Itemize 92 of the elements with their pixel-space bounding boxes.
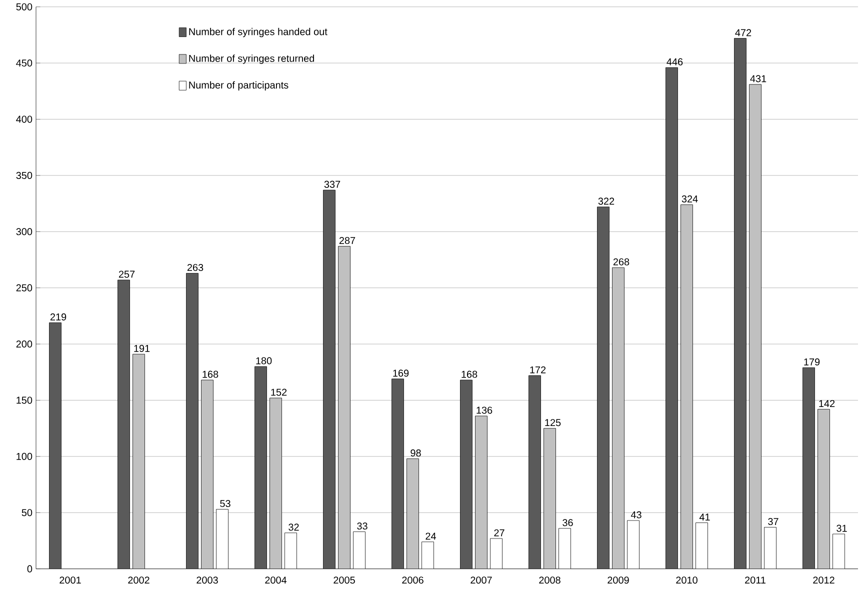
bar [490, 538, 502, 569]
bar [186, 273, 198, 569]
bar [597, 206, 610, 569]
x-tick-label: 2003 [196, 576, 218, 584]
data-label: 31 [836, 524, 847, 532]
data-label: 33 [357, 522, 368, 530]
data-label: 168 [202, 370, 218, 378]
data-label: 168 [462, 370, 478, 378]
data-label: 431 [750, 75, 766, 82]
bar [802, 368, 815, 569]
data-label: 169 [393, 370, 409, 377]
x-tick-label: 2010 [676, 576, 698, 584]
x-tick-label: 2006 [402, 576, 424, 584]
data-label: 472 [735, 29, 752, 36]
bar [818, 409, 830, 569]
bar [392, 378, 404, 569]
bar [254, 366, 267, 569]
bar [528, 375, 541, 569]
y-tick-label: 100 [16, 452, 32, 460]
bar [132, 354, 145, 569]
bar [612, 267, 624, 569]
data-label: 37 [768, 518, 778, 526]
data-label: 27 [494, 529, 504, 536]
x-tick-label: 2011 [745, 576, 766, 584]
bar [558, 528, 571, 569]
bar [49, 322, 62, 569]
bar [284, 532, 297, 569]
data-label: 98 [410, 450, 421, 457]
data-label: 24 [426, 532, 436, 540]
bar [749, 84, 762, 569]
data-label: 53 [220, 500, 230, 508]
y-tick-label: 400 [16, 116, 32, 123]
y-tick-label: 200 [16, 340, 32, 348]
x-tick-label: 2002 [128, 576, 150, 584]
bar [201, 380, 214, 569]
bar [338, 246, 350, 569]
bar [216, 509, 228, 569]
y-tick-label: 250 [16, 284, 32, 292]
data-label: 136 [476, 406, 492, 414]
data-label: 142 [819, 400, 835, 408]
x-tick-label: 2012 [813, 576, 834, 584]
x-tick-label: 2005 [334, 576, 355, 584]
bar [460, 380, 472, 569]
y-tick-label: 0 [27, 565, 32, 572]
data-label: 287 [339, 237, 356, 244]
bar [696, 522, 708, 569]
data-label: 152 [271, 388, 287, 396]
data-label: 263 [187, 264, 204, 272]
x-tick-label: 2009 [608, 576, 629, 584]
bar [832, 534, 845, 569]
y-tick-label: 50 [22, 509, 32, 516]
data-label: 125 [545, 419, 561, 426]
legend-label: Number of participants [189, 81, 288, 91]
bar [680, 204, 693, 569]
y-tick-label: 350 [16, 172, 32, 180]
bar [475, 416, 488, 569]
data-label: 191 [134, 344, 150, 352]
bar [627, 520, 640, 569]
data-label: 172 [530, 366, 546, 374]
bar [764, 527, 776, 569]
data-label: 219 [50, 314, 66, 321]
bar [118, 280, 130, 569]
bar [270, 398, 282, 569]
legend-label: Number of syringes handed out [189, 28, 328, 38]
y-tick-label: 500 [16, 3, 32, 10]
data-label: 322 [598, 198, 614, 205]
data-label: 446 [666, 58, 683, 66]
data-label: 337 [324, 180, 340, 188]
y-tick-label: 300 [16, 228, 32, 236]
y-tick-label: 450 [16, 60, 32, 67]
bar [406, 458, 419, 569]
x-tick-label: 2007 [470, 576, 492, 584]
data-label: 179 [804, 358, 820, 366]
data-label: 32 [288, 524, 299, 531]
data-label: 43 [630, 511, 642, 518]
bar [323, 190, 336, 569]
bar [353, 532, 366, 569]
data-label: 180 [256, 357, 272, 364]
bar [666, 67, 678, 569]
bar [734, 38, 746, 569]
data-label: 41 [699, 514, 710, 521]
x-tick-label: 2008 [539, 576, 560, 584]
bar [544, 428, 556, 569]
x-tick-label: 2004 [265, 576, 287, 584]
data-label: 268 [613, 258, 630, 266]
data-label: 36 [562, 519, 573, 526]
x-tick-label: 2001 [60, 576, 81, 584]
data-label: 257 [118, 270, 135, 278]
legend-label: Number of syringes returned [189, 54, 314, 64]
y-tick-label: 150 [16, 396, 32, 404]
bar [422, 542, 434, 569]
data-label: 324 [682, 195, 698, 203]
